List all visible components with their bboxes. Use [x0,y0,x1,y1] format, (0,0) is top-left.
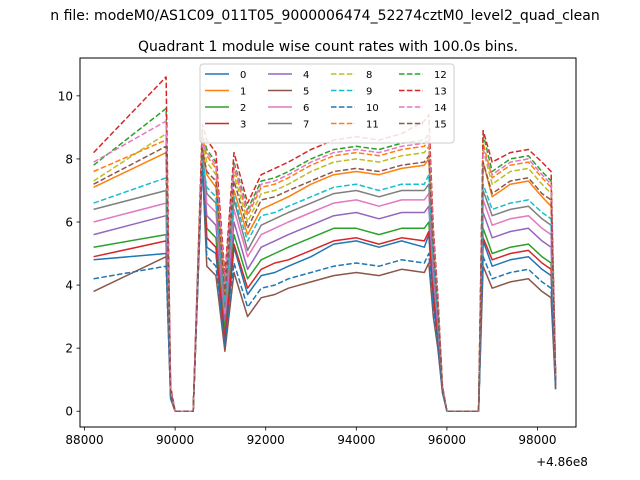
legend-label-10: 10 [366,103,379,114]
legend-label-8: 8 [366,70,372,81]
series-line-6 [93,148,557,412]
x-tick-label: 96000 [428,433,466,447]
plot-frame [79,57,577,428]
legend-label-1: 1 [240,87,246,98]
x-offset-label: +4.86e8 [536,455,588,469]
legend-label-11: 11 [366,120,379,131]
legend-label-7: 7 [303,120,309,131]
figure-suptitle: n file: modeM0/AS1C09_011T05_9000006474_… [50,8,599,24]
series-line-15 [93,145,557,412]
x-tick-label: 98000 [518,433,556,447]
y-tick-label: 2 [65,342,73,356]
series-line-3 [93,142,557,412]
chart-title: Quadrant 1 module wise count rates with … [138,39,518,55]
x-tick-label: 88000 [65,433,103,447]
legend-label-5: 5 [303,87,309,98]
y-tick-label: 6 [65,216,73,230]
legend-label-15: 15 [434,120,447,131]
y-axis: 0 2 4 6 8 10 [58,89,80,419]
legend-label-6: 6 [303,103,309,114]
legend-box [199,63,455,144]
legend-label-12: 12 [434,70,447,81]
y-tick-label: 8 [65,152,73,166]
series-line-9 [93,158,557,412]
y-tick-label: 10 [58,89,73,103]
series-line-8 [93,132,557,412]
x-tick-label: 94000 [337,433,375,447]
x-tick-label: 92000 [247,433,285,447]
legend-label-9: 9 [366,87,372,98]
legend-label-2: 2 [240,103,246,114]
legend-label-3: 3 [240,120,246,131]
legend-label-14: 14 [434,103,447,114]
y-tick-label: 4 [65,279,73,293]
series-line-4 [93,155,557,412]
x-axis: 88000 90000 92000 94000 96000 98000 [65,427,557,447]
legend-label-0: 0 [240,70,246,81]
legend-label-4: 4 [303,70,309,81]
x-tick-label: 90000 [156,433,194,447]
series-line-10 [93,164,557,412]
y-tick-label: 0 [65,405,73,419]
legend-label-13: 13 [434,87,447,98]
series-line-14 [93,120,557,412]
